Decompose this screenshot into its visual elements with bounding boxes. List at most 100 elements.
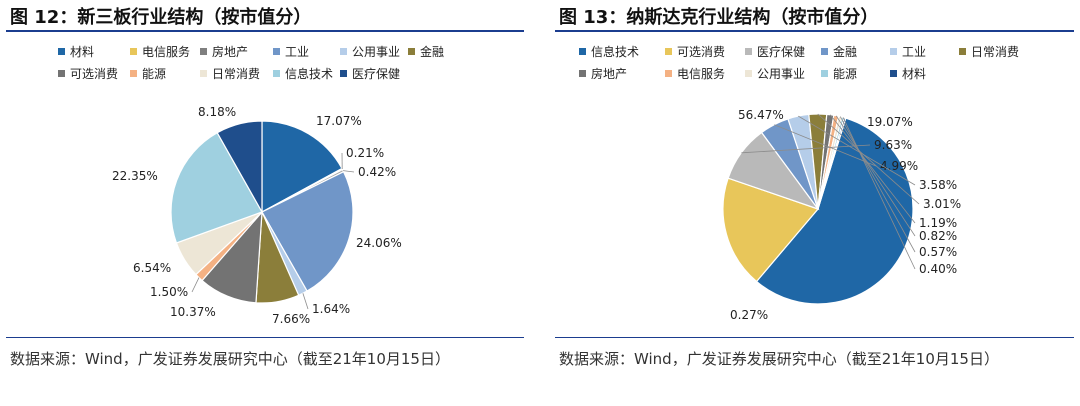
legend-label: 能源 xyxy=(833,66,858,81)
data-label: 19.07% xyxy=(867,115,913,129)
legend-item: 可选消费 xyxy=(665,43,725,59)
leader-line xyxy=(817,113,920,205)
legend-swatch xyxy=(745,47,752,55)
legend-label: 房地产 xyxy=(212,44,249,59)
legend-swatch xyxy=(745,69,752,77)
legend-item: 材料 xyxy=(890,65,926,81)
legend-item: 可选消费 xyxy=(58,65,118,81)
data-label: 0.40% xyxy=(919,262,957,276)
legend-label: 信息技术 xyxy=(285,66,334,81)
pie-slice xyxy=(170,131,263,244)
source-note: 数据来源：Wind，广发证券发展研究中心（截至21年10月15日） xyxy=(559,350,999,368)
data-label: 0.57% xyxy=(919,245,957,259)
legend-swatch xyxy=(58,47,65,55)
title-divider xyxy=(555,30,1074,32)
legend-swatch xyxy=(58,69,65,77)
legend-item: 材料 xyxy=(58,43,94,59)
legend-label: 材料 xyxy=(70,44,95,59)
legend-item: 金融 xyxy=(821,43,857,59)
chart-title: 图 13：纳斯达克行业结构（按市值分） xyxy=(559,7,879,28)
legend-label: 医疗保健 xyxy=(352,66,401,81)
leader-line xyxy=(741,144,871,154)
legend-item: 能源 xyxy=(130,65,166,81)
legend-item: 金融 xyxy=(408,43,444,59)
legend-swatch xyxy=(890,47,897,55)
legend-item: 日常消费 xyxy=(959,43,1019,59)
pie-slice xyxy=(261,170,354,292)
legend-item: 电信服务 xyxy=(665,65,725,81)
legend-label: 工业 xyxy=(285,44,310,59)
legend-swatch xyxy=(408,47,415,55)
legend-label: 可选消费 xyxy=(70,66,119,81)
data-label: 4.99% xyxy=(880,159,918,173)
leader-line xyxy=(343,170,355,173)
legend-item: 医疗保健 xyxy=(340,65,400,81)
legend-swatch xyxy=(340,69,347,77)
legend-label: 日常消费 xyxy=(212,66,261,81)
data-label: 3.58% xyxy=(919,178,957,192)
leader-line xyxy=(835,115,916,237)
legend-swatch xyxy=(273,47,280,55)
legend-label: 电信服务 xyxy=(677,66,726,81)
data-label: 1.64% xyxy=(312,302,350,316)
legend-swatch xyxy=(821,69,828,77)
legend-item: 房地产 xyxy=(200,43,248,59)
legend-label: 材料 xyxy=(902,66,927,81)
data-label: 6.54% xyxy=(133,261,171,275)
leader-line xyxy=(798,115,916,186)
data-label: 0.21% xyxy=(346,146,384,160)
panel-nasdaq: 图 13：纳斯达克行业结构（按市值分） 信息技术 可选消费 医疗保健 金融 工业 日常消费… xyxy=(549,0,1080,406)
legend-label: 日常消费 xyxy=(971,44,1020,59)
legend-label: 金融 xyxy=(833,44,858,59)
data-label: 1.19% xyxy=(919,216,957,230)
pie-chart-xinsanban: 17.07% 0.21% 0.42% 24.06% 1.64%7.66% 10.37% 1.… xyxy=(112,105,402,326)
data-label: 10.37% xyxy=(170,305,216,319)
pie-slice xyxy=(755,117,914,305)
pie-slice xyxy=(817,116,847,210)
data-label: 3.01% xyxy=(923,197,961,211)
data-label: 0.42% xyxy=(358,165,396,179)
legend-swatch xyxy=(130,47,137,55)
legend-swatch xyxy=(273,69,280,77)
data-label: 22.35% xyxy=(112,169,158,183)
legend-label: 工业 xyxy=(902,44,927,59)
legend-label: 金融 xyxy=(420,44,445,59)
data-label: 7.66% xyxy=(272,312,310,326)
legend-item: 工业 xyxy=(890,43,926,59)
leader-line xyxy=(829,114,916,224)
pie-slice xyxy=(722,177,820,283)
legend-swatch xyxy=(665,69,672,77)
legend-swatch xyxy=(130,69,137,77)
data-label: 17.07% xyxy=(316,114,362,128)
legend-swatch xyxy=(340,47,347,55)
legend-label: 电信服务 xyxy=(142,44,191,59)
data-label: 0.82% xyxy=(919,229,957,243)
legend-item: 信息技术 xyxy=(579,43,639,59)
pie-group: 56.47% 19.07% 9.63% 4.99%3.58% 3.01% 1.19%0.8… xyxy=(722,108,961,322)
data-label: 56.47% xyxy=(738,108,784,122)
legend-item: 公用事业 xyxy=(340,43,400,59)
leader-line xyxy=(302,293,309,310)
legend-swatch xyxy=(890,69,897,77)
data-label: 0.27% xyxy=(730,308,768,322)
legend-swatch xyxy=(959,47,966,55)
legend-swatch xyxy=(579,47,586,55)
pie-slice xyxy=(261,120,343,214)
source-divider xyxy=(555,337,1074,338)
legend-label: 可选消费 xyxy=(677,44,726,59)
legend-item: 能源 xyxy=(821,65,857,81)
chart-title: 图 12：新三板行业结构（按市值分） xyxy=(10,7,312,28)
data-label: 1.50% xyxy=(150,285,188,299)
data-label: 8.18% xyxy=(198,105,236,119)
source-divider xyxy=(6,337,524,338)
legend-item: 电信服务 xyxy=(130,43,190,59)
legend-swatch xyxy=(821,47,828,55)
legend-label: 房地产 xyxy=(591,66,628,81)
panel-xinsanban: 图 12：新三板行业结构（按市值分） 材料 电信服务 房地产 工业 公用事业 金融可选消费… xyxy=(0,0,530,406)
leader-line xyxy=(774,124,877,167)
legend-item: 公用事业 xyxy=(745,65,805,81)
legend-label: 公用事业 xyxy=(757,66,806,81)
legend-label: 信息技术 xyxy=(591,44,640,59)
legend-item: 信息技术 xyxy=(273,65,333,81)
data-label: 9.63% xyxy=(874,138,912,152)
